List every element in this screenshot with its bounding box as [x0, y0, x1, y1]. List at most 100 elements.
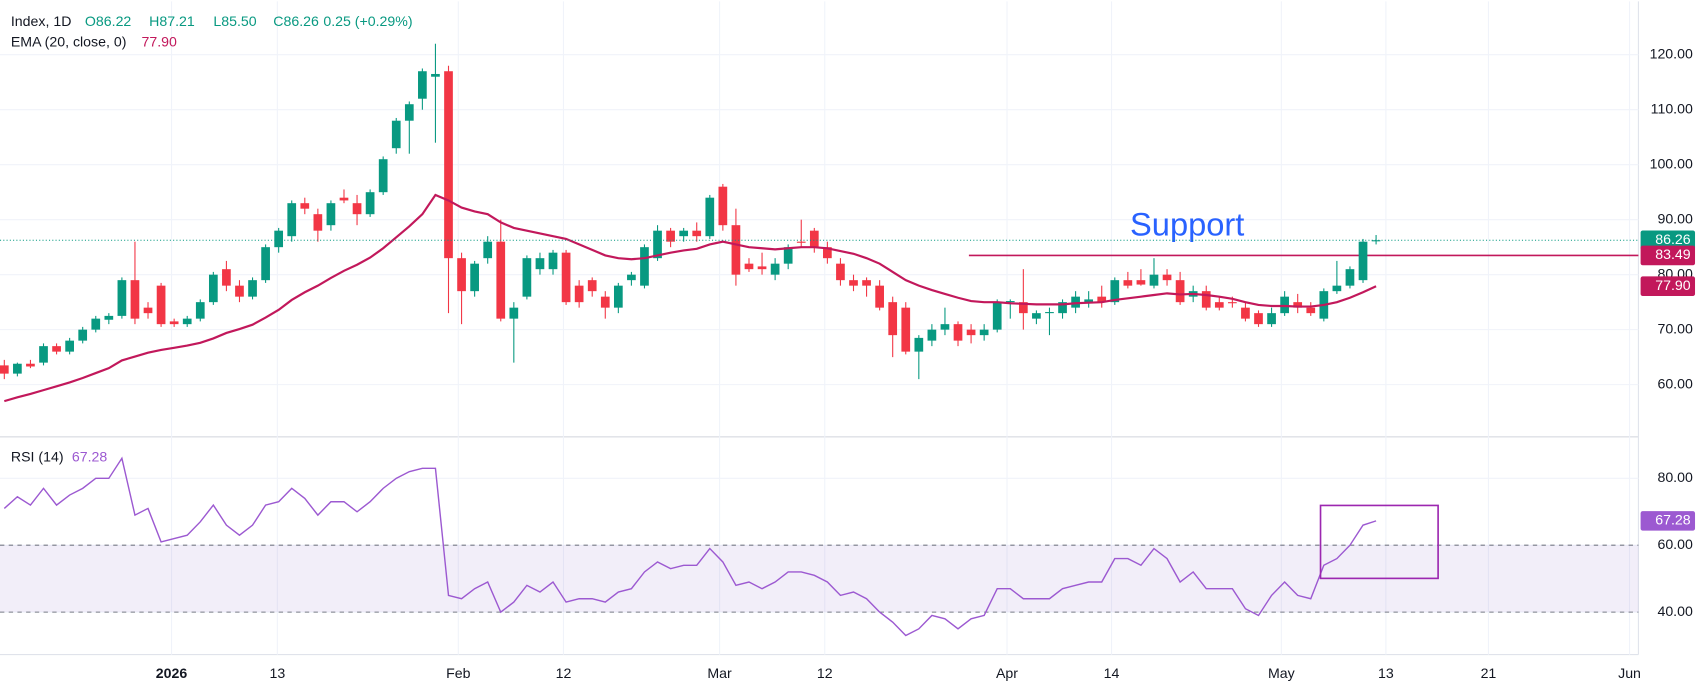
rsi-value: 67.28 [72, 448, 108, 464]
candle-body [496, 241, 506, 319]
candle-body [483, 241, 493, 259]
candle-body [208, 274, 218, 303]
x-tick-label: 13 [269, 665, 285, 681]
candle-body [666, 230, 675, 242]
candle-body [548, 252, 558, 270]
candle-body [261, 247, 270, 281]
candle-body [117, 280, 127, 316]
chart-title: Index, 1D [11, 13, 72, 29]
candle-body [326, 203, 336, 226]
x-tick-label: 12 [556, 665, 572, 681]
y-tick-label: 120.00 [1650, 45, 1693, 61]
candle-body [731, 225, 741, 275]
ema-line [4, 193, 1377, 403]
candle-body [1280, 296, 1289, 314]
x-tick-label: Feb [446, 665, 471, 681]
rsi-value-label: 67.28 [1655, 512, 1691, 528]
candle-body [1084, 299, 1094, 303]
candle-body [953, 324, 963, 341]
candle-body [300, 203, 310, 209]
candle-body [679, 230, 689, 237]
candle-body [1005, 301, 1015, 303]
candle-body [365, 192, 375, 215]
last-price-label: 86.26 [1655, 231, 1691, 247]
candle-body [1241, 307, 1250, 319]
candle-body [757, 266, 767, 270]
rsi-title: RSI (14) [11, 448, 64, 464]
candle-body [627, 274, 636, 281]
x-tick-label: 14 [1104, 665, 1120, 681]
candle-body [104, 315, 114, 320]
candle-body [770, 263, 780, 275]
candle-body [274, 230, 284, 248]
candle-body [130, 280, 140, 319]
candle-body [1254, 313, 1263, 325]
candle-body [796, 241, 806, 243]
candle-body [1045, 312, 1054, 314]
support-price-box [1640, 245, 1696, 266]
ema-value: 77.90 [142, 34, 178, 50]
candle-body [875, 285, 884, 308]
support-label: Support [1130, 205, 1244, 242]
candle-body [940, 324, 950, 330]
open-label: O86.22 [85, 13, 132, 29]
candle-body [640, 247, 649, 286]
candle-body [587, 280, 597, 292]
candle-body [862, 280, 871, 286]
candle-body [823, 247, 832, 259]
candle-body [1332, 285, 1342, 292]
candle-body [1149, 274, 1159, 286]
candle-body [1110, 280, 1120, 303]
candle-body [1293, 302, 1303, 308]
candle-body [744, 263, 754, 270]
candle-body [313, 214, 323, 231]
candle-body [561, 252, 571, 303]
y-tick-label: 40.00 [1657, 603, 1693, 619]
candle-body [156, 285, 166, 325]
candle-body [470, 263, 479, 292]
y-tick-label: 80.00 [1657, 469, 1693, 485]
candle-body [13, 363, 22, 374]
candle-body [1175, 280, 1185, 303]
candle-body [339, 197, 349, 201]
last-price-box [1640, 230, 1696, 251]
ema-price-label: 77.90 [1655, 277, 1691, 293]
candle-body [91, 318, 101, 330]
candle-body [927, 329, 937, 341]
y-tick-label: 100.00 [1650, 155, 1693, 171]
y-tick-label: 70.00 [1657, 320, 1693, 336]
candle-body [0, 365, 9, 374]
candle-body [195, 302, 205, 319]
support-price-label: 83.49 [1655, 246, 1691, 262]
candle-body [444, 71, 453, 259]
x-tick-label: 12 [817, 665, 833, 681]
candle-body [1097, 296, 1107, 303]
candle-body [418, 71, 427, 99]
candle-body [1371, 240, 1381, 242]
candle-body [1358, 241, 1368, 281]
candle-body [966, 329, 976, 336]
candle-body [1228, 302, 1237, 304]
high-label: H87.21 [149, 13, 195, 29]
rsi-line [3, 456, 1377, 637]
candle-body [352, 203, 362, 215]
candle-body [705, 197, 715, 237]
close-label: C86.26 [273, 13, 319, 29]
candle-body [1162, 274, 1172, 281]
candle-body [1032, 313, 1041, 319]
candle-body [378, 159, 388, 193]
candle-body [1267, 313, 1276, 325]
candle-body [509, 307, 519, 319]
candle-body [1136, 280, 1146, 285]
y-tick-label: 60.00 [1657, 536, 1693, 552]
candle-body [1306, 307, 1316, 314]
candle-body [901, 307, 911, 352]
candle-body [182, 318, 192, 325]
highlight-box [1319, 504, 1439, 580]
candle-body [431, 73, 440, 77]
candle-body [248, 280, 257, 297]
ema-legend: EMA (20, close, 0) [11, 34, 127, 50]
candle-body [888, 302, 898, 336]
y-tick-label: 60.00 [1657, 375, 1693, 391]
